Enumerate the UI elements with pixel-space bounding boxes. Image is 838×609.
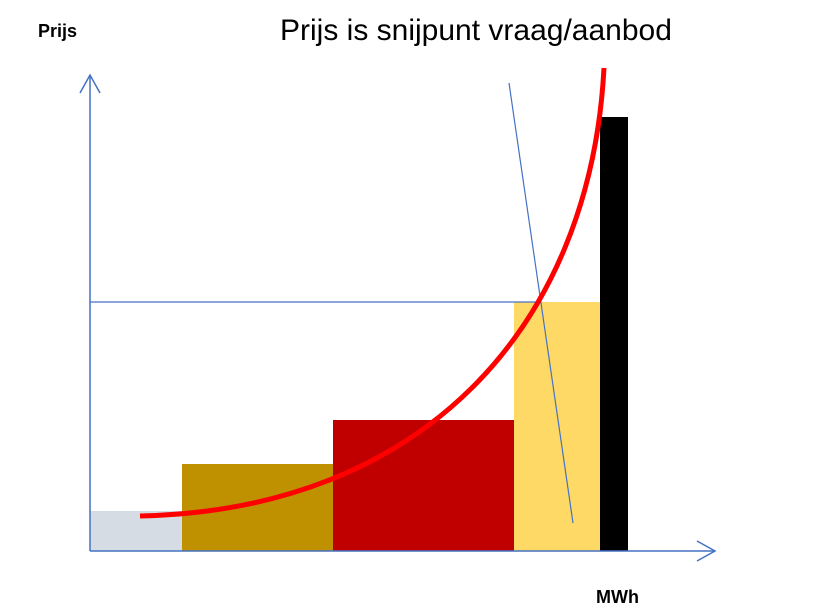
y-axis-label: Prijs xyxy=(38,21,77,41)
demand-line xyxy=(508,82,574,524)
axes xyxy=(79,73,717,562)
block-base xyxy=(90,511,182,551)
supply-curve xyxy=(139,67,607,519)
block-black xyxy=(600,117,628,551)
block-yellow xyxy=(514,302,600,551)
block-gold xyxy=(182,464,333,551)
title: Prijs is snijpunt vraag/aanbod xyxy=(280,14,672,47)
block-red xyxy=(333,420,514,551)
x-axis-label: MWh xyxy=(596,587,639,607)
